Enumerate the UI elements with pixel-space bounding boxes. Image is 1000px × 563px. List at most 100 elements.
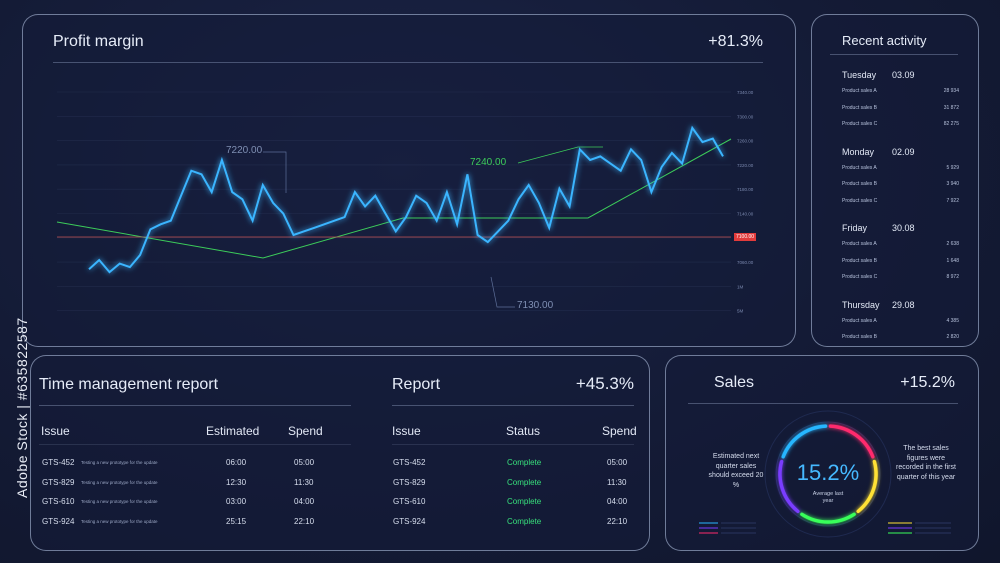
recent-sales-value: 5 929: [946, 164, 959, 171]
recent-sales-row: Product sales A 4 385: [842, 318, 959, 324]
recent-sales-value: 1 648: [946, 257, 959, 264]
time-row-estimated: 12:30: [226, 477, 247, 487]
report-row-spend: 11:30: [607, 477, 627, 487]
report-row-issue: GTS-829: [393, 477, 426, 487]
time-row-spend: 11:30: [294, 477, 314, 487]
recent-day-name: Friday: [842, 223, 868, 233]
report-header-divider: [392, 444, 634, 445]
y-tick-label: 7140.00: [737, 212, 754, 217]
recent-sales-label: Product sales B: [842, 104, 878, 111]
recent-sales-label: Product sales A: [842, 317, 877, 324]
time-row-issue: GTS-452: [42, 458, 75, 467]
report-row-status: Complete: [507, 458, 542, 467]
recent-sales-label: Product sales A: [842, 241, 877, 247]
time-report-title: Time management report: [39, 376, 219, 393]
time-row-issue: GTS-610: [42, 497, 75, 506]
y-tick-label: 7220.00: [737, 163, 754, 168]
report-header-spend: Spend: [602, 424, 637, 438]
adobe-stock-id-watermark: Adobe Stock | #635822587: [14, 317, 30, 498]
recent-sales-value: 28 934: [943, 88, 959, 94]
time-row-spend: 05:00: [294, 458, 315, 467]
gauge-ring-segment: [781, 424, 828, 459]
recent-day-header: Monday 02.09: [842, 147, 962, 157]
sales-gauge-label: Average last year: [812, 491, 844, 504]
y-tick-label: 7060.00: [737, 260, 754, 265]
report-row-issue: GTS-610: [393, 497, 426, 506]
recent-day-date: 29.08: [892, 299, 915, 310]
recent-day-name: Monday: [842, 146, 875, 157]
recent-day-date: 02.09: [892, 146, 915, 157]
recent-sales-label: Product sales C: [842, 274, 878, 280]
recent-day-header: Thursday 29.08: [842, 300, 962, 310]
recent-sales-label: Product sales B: [842, 257, 878, 264]
time-report-panel: Time management report Report +45.3% Iss…: [30, 355, 650, 551]
report-row-issue: GTS-452: [393, 458, 426, 467]
recent-sales-label: Product sales C: [842, 121, 878, 127]
time-row-description: Testing a new prototype for the update: [81, 518, 158, 524]
y-tick-label: 7300.00: [737, 114, 754, 119]
report-header-issue: Issue: [392, 424, 421, 438]
annotation-low: 7130.00: [517, 300, 554, 311]
report-row-spend: 05:00: [607, 458, 628, 467]
y-tick-label: 7340.00: [737, 90, 754, 95]
recent-day-header: Friday 30.08: [842, 223, 962, 233]
recent-sales-row: Product sales B 2 820: [842, 334, 959, 340]
profit-series-line: [88, 125, 724, 274]
sales-panel: Sales +15.2% Estimated next quarter sale…: [665, 355, 979, 551]
recent-sales-label: Product sales A: [842, 164, 877, 171]
recent-sales-row: Product sales C 7 922: [842, 198, 959, 204]
time-header-divider: [39, 444, 351, 445]
time-header-issue: Issue: [41, 424, 70, 438]
report-divider: [392, 405, 634, 406]
recent-sales-row: Product sales C 82 275: [842, 121, 959, 127]
sales-gauge: [699, 410, 951, 538]
time-row-estimated: 25:15: [226, 516, 247, 526]
y-tick-label: 1M: [737, 284, 744, 289]
recent-day-date: 03.09: [892, 70, 915, 80]
profit-divider: [53, 62, 763, 63]
sales-gauge-value: 15.2%: [796, 460, 860, 485]
sales-left-note: Estimated next quarter sales should exce…: [708, 453, 764, 489]
recent-divider: [830, 54, 958, 55]
gauge-ring-segment: [828, 424, 875, 459]
recent-day-header: Tuesday 03.09: [842, 70, 962, 80]
trend-line: [56, 138, 732, 259]
sales-right-note: The best sales figures were recorded in …: [896, 445, 956, 481]
profit-margin-panel: Profit margin +81.3% 7340.00 7300.00 7260.…: [22, 14, 796, 347]
time-row-issue: GTS-924: [42, 516, 75, 526]
recent-sales-row: Product sales C 8 972: [842, 274, 959, 280]
time-row-estimated: 03:00: [226, 497, 247, 506]
annotation-high-right: 7240.00: [470, 157, 507, 168]
sales-value: +15.2%: [900, 374, 955, 391]
report-header-status: Status: [506, 424, 541, 438]
report-row-status: Complete: [507, 477, 542, 487]
profit-margin-value: +81.3%: [708, 33, 763, 50]
recent-sales-row: Product sales A 5 929: [842, 165, 959, 171]
time-divider: [39, 405, 351, 406]
sales-legend-right: [888, 522, 951, 534]
gauge-ring-segment: [800, 512, 856, 524]
annotation-high-left: 7220.00: [226, 145, 263, 156]
sales-divider: [688, 403, 958, 404]
recent-sales-value: 82 275: [943, 121, 959, 127]
report-row-spend: 22:10: [607, 516, 628, 526]
recent-sales-row: Product sales B 1 648: [842, 258, 959, 264]
recent-activity-title: Recent activity: [842, 33, 927, 48]
recent-sales-row: Product sales A 2 638: [842, 241, 959, 247]
recent-sales-value: 2 638: [946, 241, 959, 247]
sales-legend-left: [699, 522, 756, 534]
recent-sales-row: Product sales B 31 872: [842, 105, 959, 111]
gauge-ring-segment: [856, 459, 878, 514]
recent-sales-label: Product sales B: [842, 334, 878, 340]
current-price-badge: 7100.00: [734, 233, 757, 241]
recent-sales-value: 8 972: [946, 274, 959, 280]
profit-chart: 7340.00 7300.00 7260.00 7220.00 7180.00 7140.…: [56, 90, 754, 314]
time-row-description: Testing a new prototype for the update: [81, 479, 158, 485]
recent-sales-value: 4 385: [946, 317, 959, 324]
profit-margin-title: Profit margin: [53, 33, 144, 50]
time-row-spend: 22:10: [294, 516, 315, 526]
recent-sales-label: Product sales A: [842, 88, 877, 94]
time-row-description: Testing a new prototype for the update: [81, 460, 158, 465]
report-row-status: Complete: [507, 497, 542, 506]
recent-day-name: Tuesday: [842, 70, 877, 80]
